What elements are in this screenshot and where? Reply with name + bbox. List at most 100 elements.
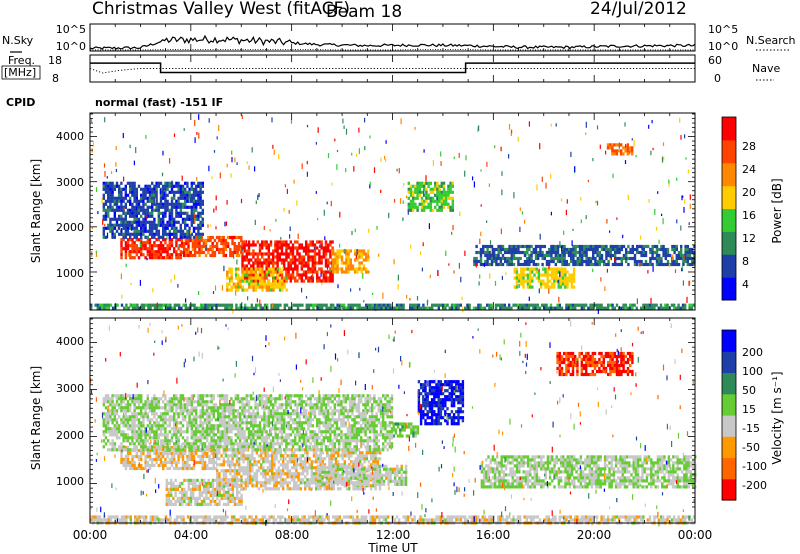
heatmap-cell-region-8 xyxy=(131,202,134,206)
heatmap-cell-region-2 xyxy=(185,478,188,482)
heatmap-cell-region-0 xyxy=(142,244,145,248)
heatmap-cell-region-3 xyxy=(404,476,408,480)
freq-label-1: Freq. xyxy=(8,54,35,67)
heatmap-cell-region-9 xyxy=(651,253,654,258)
heatmap-cell-region-3 xyxy=(327,467,331,471)
heatmap-cell-region-4 xyxy=(437,422,440,426)
speckle-point xyxy=(461,296,463,301)
heatmap-cell-region-0 xyxy=(148,244,152,248)
heatmap-cell-region-2 xyxy=(187,484,190,488)
heatmap-cell-region-1 xyxy=(290,466,294,470)
heatmap-cell-region-5 xyxy=(546,285,549,289)
power-colorbar xyxy=(721,116,737,301)
heatmap-cell-region-1 xyxy=(189,250,192,255)
heatmap-cell-region-4 xyxy=(428,380,432,384)
heatmap-cell-region-9 xyxy=(565,262,568,267)
heatmap-cell-region-1 xyxy=(222,244,225,249)
heatmap-cell-region-9 xyxy=(561,259,564,264)
power-scatter-speckle xyxy=(90,114,696,315)
heatmap-cell-region-8 xyxy=(184,187,187,191)
heatmap-cell-region-1 xyxy=(359,454,362,458)
speckle-point xyxy=(215,195,217,201)
heatmap-cell-region-2 xyxy=(309,267,312,271)
heatmap-cell-region-10 xyxy=(94,303,97,307)
heatmap-cell-region-4 xyxy=(230,276,233,280)
heatmap-cell-region-8 xyxy=(197,226,200,230)
heatmap-cell-region-10 xyxy=(468,303,471,307)
heatmap-cell-region-9 xyxy=(609,250,612,255)
heatmap-cell-region-8 xyxy=(146,190,149,194)
heatmap-cell-region-3 xyxy=(400,464,403,468)
heatmap-cell-region-8 xyxy=(126,223,130,227)
heatmap-cell-region-2 xyxy=(331,246,334,250)
heatmap-cell-region-5 xyxy=(570,285,574,289)
heatmap-cell-region-9 xyxy=(609,253,612,258)
heatmap-cell-region-8 xyxy=(173,229,176,233)
heatmap-cell-region-4 xyxy=(243,273,247,277)
heatmap-cell-region-2 xyxy=(170,484,173,488)
heatmap-cell-region-0 xyxy=(175,241,178,245)
heatmap-cell-region-1 xyxy=(218,451,221,455)
heatmap-cell-region-4 xyxy=(422,413,425,417)
heatmap-cell-region-4 xyxy=(250,267,253,271)
speckle-point xyxy=(422,242,424,247)
heatmap-cell-region-8 xyxy=(129,181,132,185)
heatmap-cell-region-8 xyxy=(133,205,136,209)
heatmap-cell-region-2 xyxy=(258,273,262,277)
heatmap-cell-region-4 xyxy=(272,267,275,271)
heatmap-cell-region-1 xyxy=(354,451,357,455)
heatmap-cell-region-3 xyxy=(356,482,359,486)
heatmap-cell-region-8 xyxy=(179,187,182,191)
heatmap-cell-region-2 xyxy=(289,264,292,268)
heatmap-cell-region-1 xyxy=(321,451,324,455)
heatmap-cell-region-0 xyxy=(137,247,141,251)
heatmap-cell-region-2 xyxy=(283,261,286,265)
heatmap-cell-region-2 xyxy=(287,273,290,277)
heatmap-cell-region-9 xyxy=(684,259,687,264)
heatmap-cell-region-9 xyxy=(598,262,601,267)
heatmap-cell-region-1 xyxy=(204,253,208,258)
heatmap-cell-region-8 xyxy=(190,232,193,236)
heatmap-cell-region-7 xyxy=(609,143,612,147)
heatmap-cell-region-1 xyxy=(321,457,324,461)
heatmap-cell-region-6 xyxy=(420,202,424,206)
heatmap-cell-region-3 xyxy=(321,467,324,471)
heatmap-cell-region-8 xyxy=(197,217,200,221)
heatmap-cell-region-2 xyxy=(220,496,223,500)
heatmap-cell-region-2 xyxy=(192,487,195,491)
heatmap-cell-region-9 xyxy=(614,247,617,252)
heatmap-cell-region-2 xyxy=(172,487,175,491)
heatmap-cell-region-8 xyxy=(190,199,193,203)
heatmap-cell-region-8 xyxy=(162,217,165,221)
heatmap-cell-region-2 xyxy=(263,240,266,244)
heatmap-cell-region-1 xyxy=(246,466,250,470)
heatmap-cell-region-0 xyxy=(166,244,169,248)
heatmap-cell-region-9 xyxy=(550,256,553,261)
speckle-point xyxy=(688,250,690,254)
heatmap-cell-region-2 xyxy=(238,484,241,488)
heatmap-cell-region-10 xyxy=(675,306,678,310)
heatmap-cell-region-6 xyxy=(416,190,419,194)
heatmap-cell-region-10 xyxy=(556,306,559,310)
heatmap-cell-region-4 xyxy=(424,392,427,396)
heatmap-cell-region-8 xyxy=(148,184,152,188)
heatmap-cell-region-0 xyxy=(177,451,180,456)
heatmap-cell-region-2 xyxy=(263,258,266,262)
heatmap-cell-region-10 xyxy=(565,303,568,307)
heatmap-cell-region-9 xyxy=(618,256,621,261)
heatmap-cell-region-10 xyxy=(536,306,539,310)
heatmap-cell-region-10 xyxy=(323,303,326,307)
heatmap-cell-region-2 xyxy=(247,243,251,247)
heatmap-cell-region-9 xyxy=(640,250,643,255)
heatmap-cell-region-4 xyxy=(430,380,434,384)
heatmap-cell-region-2 xyxy=(324,243,328,247)
heatmap-cell-region-1 xyxy=(284,478,287,482)
heatmap-cell-region-9 xyxy=(508,250,511,255)
heatmap-cell-region-2 xyxy=(220,484,223,488)
heatmap-cell-region-9 xyxy=(561,247,564,252)
heatmap-cell-region-10 xyxy=(598,306,601,310)
heatmap-cell-region-2 xyxy=(194,496,197,500)
heatmap-cell-region-8 xyxy=(115,208,119,212)
heatmap-cell-region-3 xyxy=(374,464,377,468)
heatmap-cell-region-8 xyxy=(179,184,182,188)
